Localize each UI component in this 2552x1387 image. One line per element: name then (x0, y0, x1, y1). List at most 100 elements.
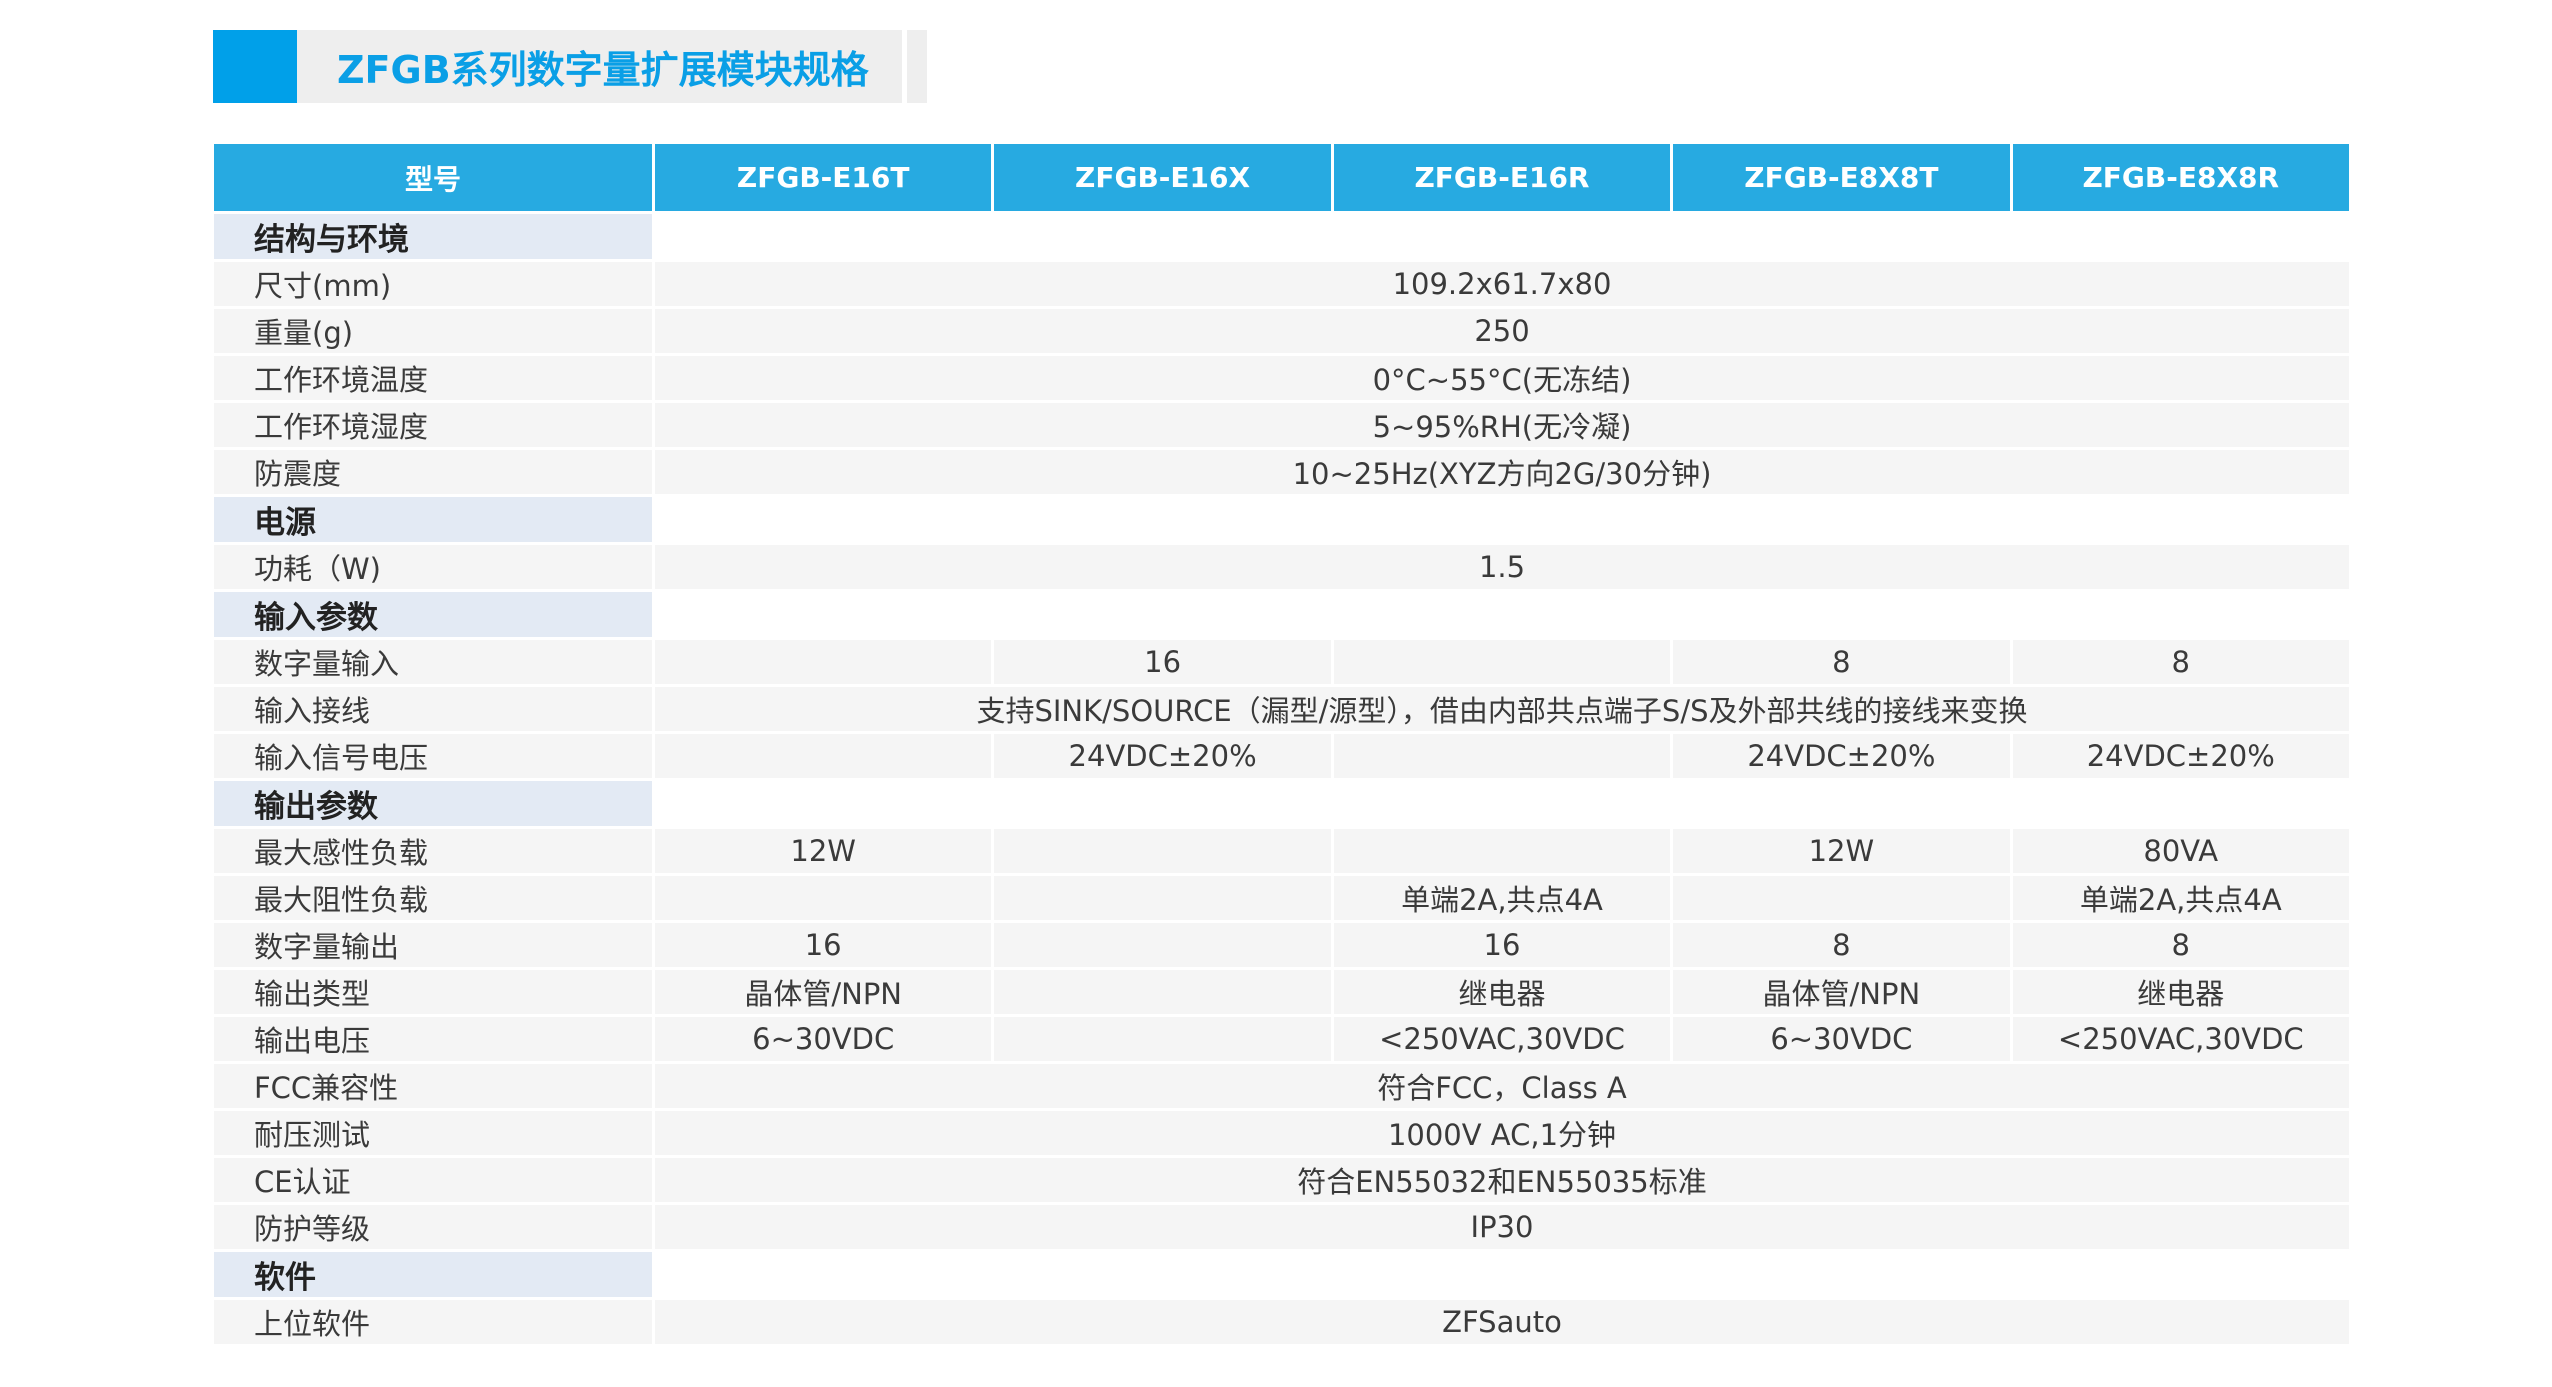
row-value (1673, 876, 2010, 920)
row-value-merged: 0°C~55°C(无冻结) (655, 356, 2349, 400)
header-e8x8t: ZFGB-E8X8T (1673, 144, 2010, 211)
header-e16x: ZFGB-E16X (994, 144, 1331, 211)
row-value (1333, 640, 1671, 684)
row-value (994, 829, 1331, 873)
row-value (655, 734, 992, 778)
table-row: 耐压测试 1000V AC,1分钟 (214, 1111, 2349, 1155)
section-row: 电源 (214, 497, 2349, 542)
row-value: 16 (1333, 923, 1671, 967)
table-row: 防护等级 IP30 (214, 1205, 2349, 1249)
table-row: 尺寸(mm) 109.2x61.7x80 (214, 262, 2349, 306)
row-value: 24VDC±20% (994, 734, 1331, 778)
row-value: 8 (1673, 923, 2010, 967)
header-e16t: ZFGB-E16T (655, 144, 992, 211)
section-label: 输入参数 (214, 592, 652, 637)
row-value (1333, 734, 1671, 778)
table-row: 输出电压 6~30VDC <250VAC,30VDC 6~30VDC <250VAC,3… (214, 1017, 2349, 1061)
section-row: 结构与环境 (214, 214, 2349, 259)
header-e8x8r: ZFGB-E8X8R (2012, 144, 2349, 211)
page-title: ZFGB系列数字量扩展模块规格 (337, 48, 869, 92)
section-spacer (655, 214, 2349, 259)
row-value (1333, 829, 1671, 873)
row-value: 晶体管/NPN (655, 970, 992, 1014)
row-value: 6~30VDC (1673, 1017, 2010, 1061)
header-e16r: ZFGB-E16R (1333, 144, 1671, 211)
table-row: 输入信号电压 24VDC±20% 24VDC±20% 24VDC±20% (214, 734, 2349, 778)
row-value-merged: ZFSauto (655, 1300, 2349, 1344)
row-value: 8 (1673, 640, 2010, 684)
row-label: 数字量输出 (214, 923, 652, 967)
section-label: 电源 (214, 497, 652, 542)
table-row: FCC兼容性 符合FCC，Class A (214, 1064, 2349, 1108)
row-label: 工作环境湿度 (214, 403, 652, 447)
row-value (994, 923, 1331, 967)
row-value: 24VDC±20% (1673, 734, 2010, 778)
row-value-merged: 109.2x61.7x80 (655, 262, 2349, 306)
row-value: <250VAC,30VDC (2012, 1017, 2349, 1061)
row-value: 8 (2012, 923, 2349, 967)
row-value-merged: 符合FCC，Class A (655, 1064, 2349, 1108)
section-row: 输出参数 (214, 781, 2349, 826)
spec-table: 型号 ZFGB-E16T ZFGB-E16X ZFGB-E16R ZFGB-E8… (211, 141, 2352, 1347)
row-label: 重量(g) (214, 309, 652, 353)
row-value: 16 (655, 923, 992, 967)
row-label: 防护等级 (214, 1205, 652, 1249)
section-spacer (655, 497, 2349, 542)
row-value: 晶体管/NPN (1673, 970, 2010, 1014)
row-label: FCC兼容性 (214, 1064, 652, 1108)
row-label: 数字量输入 (214, 640, 652, 684)
row-value-merged: 1.5 (655, 545, 2349, 589)
section-spacer (655, 592, 2349, 637)
row-label: 输入信号电压 (214, 734, 652, 778)
row-label: 上位软件 (214, 1300, 652, 1344)
table-row: 输入接线 支持SINK/SOURCE（漏型/源型），借由内部共点端子S/S及外部共… (214, 687, 2349, 731)
row-label: 输入接线 (214, 687, 652, 731)
title-box: ZFGB系列数字量扩展模块规格 (297, 30, 902, 103)
row-label: 功耗（W) (214, 545, 652, 589)
row-value (994, 1017, 1331, 1061)
row-value: 继电器 (1333, 970, 1671, 1014)
table-header-row: 型号 ZFGB-E16T ZFGB-E16X ZFGB-E16R ZFGB-E8… (214, 144, 2349, 211)
section-spacer (655, 781, 2349, 826)
table-row: 最大感性负载 12W 12W 80VA (214, 829, 2349, 873)
row-value-merged: 符合EN55032和EN55035标准 (655, 1158, 2349, 1202)
row-label: 最大感性负载 (214, 829, 652, 873)
section-row: 软件 (214, 1252, 2349, 1297)
row-value-merged: 支持SINK/SOURCE（漏型/源型），借由内部共点端子S/S及外部共线的接线… (655, 687, 2349, 731)
row-label: 尺寸(mm) (214, 262, 652, 306)
row-value: 8 (2012, 640, 2349, 684)
title-accent-square (213, 30, 297, 103)
table-row: 工作环境湿度 5~95%RH(无冷凝) (214, 403, 2349, 447)
row-value: 12W (655, 829, 992, 873)
section-row: 输入参数 (214, 592, 2349, 637)
row-label: CE认证 (214, 1158, 652, 1202)
row-label: 最大阻性负载 (214, 876, 652, 920)
table-row: 防震度 10~25Hz(XYZ方向2G/30分钟) (214, 450, 2349, 494)
row-label: 防震度 (214, 450, 652, 494)
section-label: 输出参数 (214, 781, 652, 826)
row-value-merged: 250 (655, 309, 2349, 353)
table-row: 上位软件 ZFSauto (214, 1300, 2349, 1344)
row-value (655, 876, 992, 920)
row-value-merged: IP30 (655, 1205, 2349, 1249)
row-value-merged: 1000V AC,1分钟 (655, 1111, 2349, 1155)
row-label: 输出电压 (214, 1017, 652, 1061)
section-spacer (655, 1252, 2349, 1297)
row-value: 24VDC±20% (2012, 734, 2349, 778)
row-value (994, 876, 1331, 920)
table-row: 最大阻性负载 单端2A,共点4A 单端2A,共点4A (214, 876, 2349, 920)
row-value: <250VAC,30VDC (1333, 1017, 1671, 1061)
row-value: 单端2A,共点4A (1333, 876, 1671, 920)
row-value: 16 (994, 640, 1331, 684)
section-label: 软件 (214, 1252, 652, 1297)
row-value (655, 640, 992, 684)
row-label: 耐压测试 (214, 1111, 652, 1155)
row-value: 单端2A,共点4A (2012, 876, 2349, 920)
title-banner: ZFGB系列数字量扩展模块规格 (213, 30, 927, 103)
table-row: 功耗（W) 1.5 (214, 545, 2349, 589)
row-value: 6~30VDC (655, 1017, 992, 1061)
table-row: 重量(g) 250 (214, 309, 2349, 353)
row-value-merged: 10~25Hz(XYZ方向2G/30分钟) (655, 450, 2349, 494)
row-value: 继电器 (2012, 970, 2349, 1014)
table-row: 数字量输出 16 16 8 8 (214, 923, 2349, 967)
